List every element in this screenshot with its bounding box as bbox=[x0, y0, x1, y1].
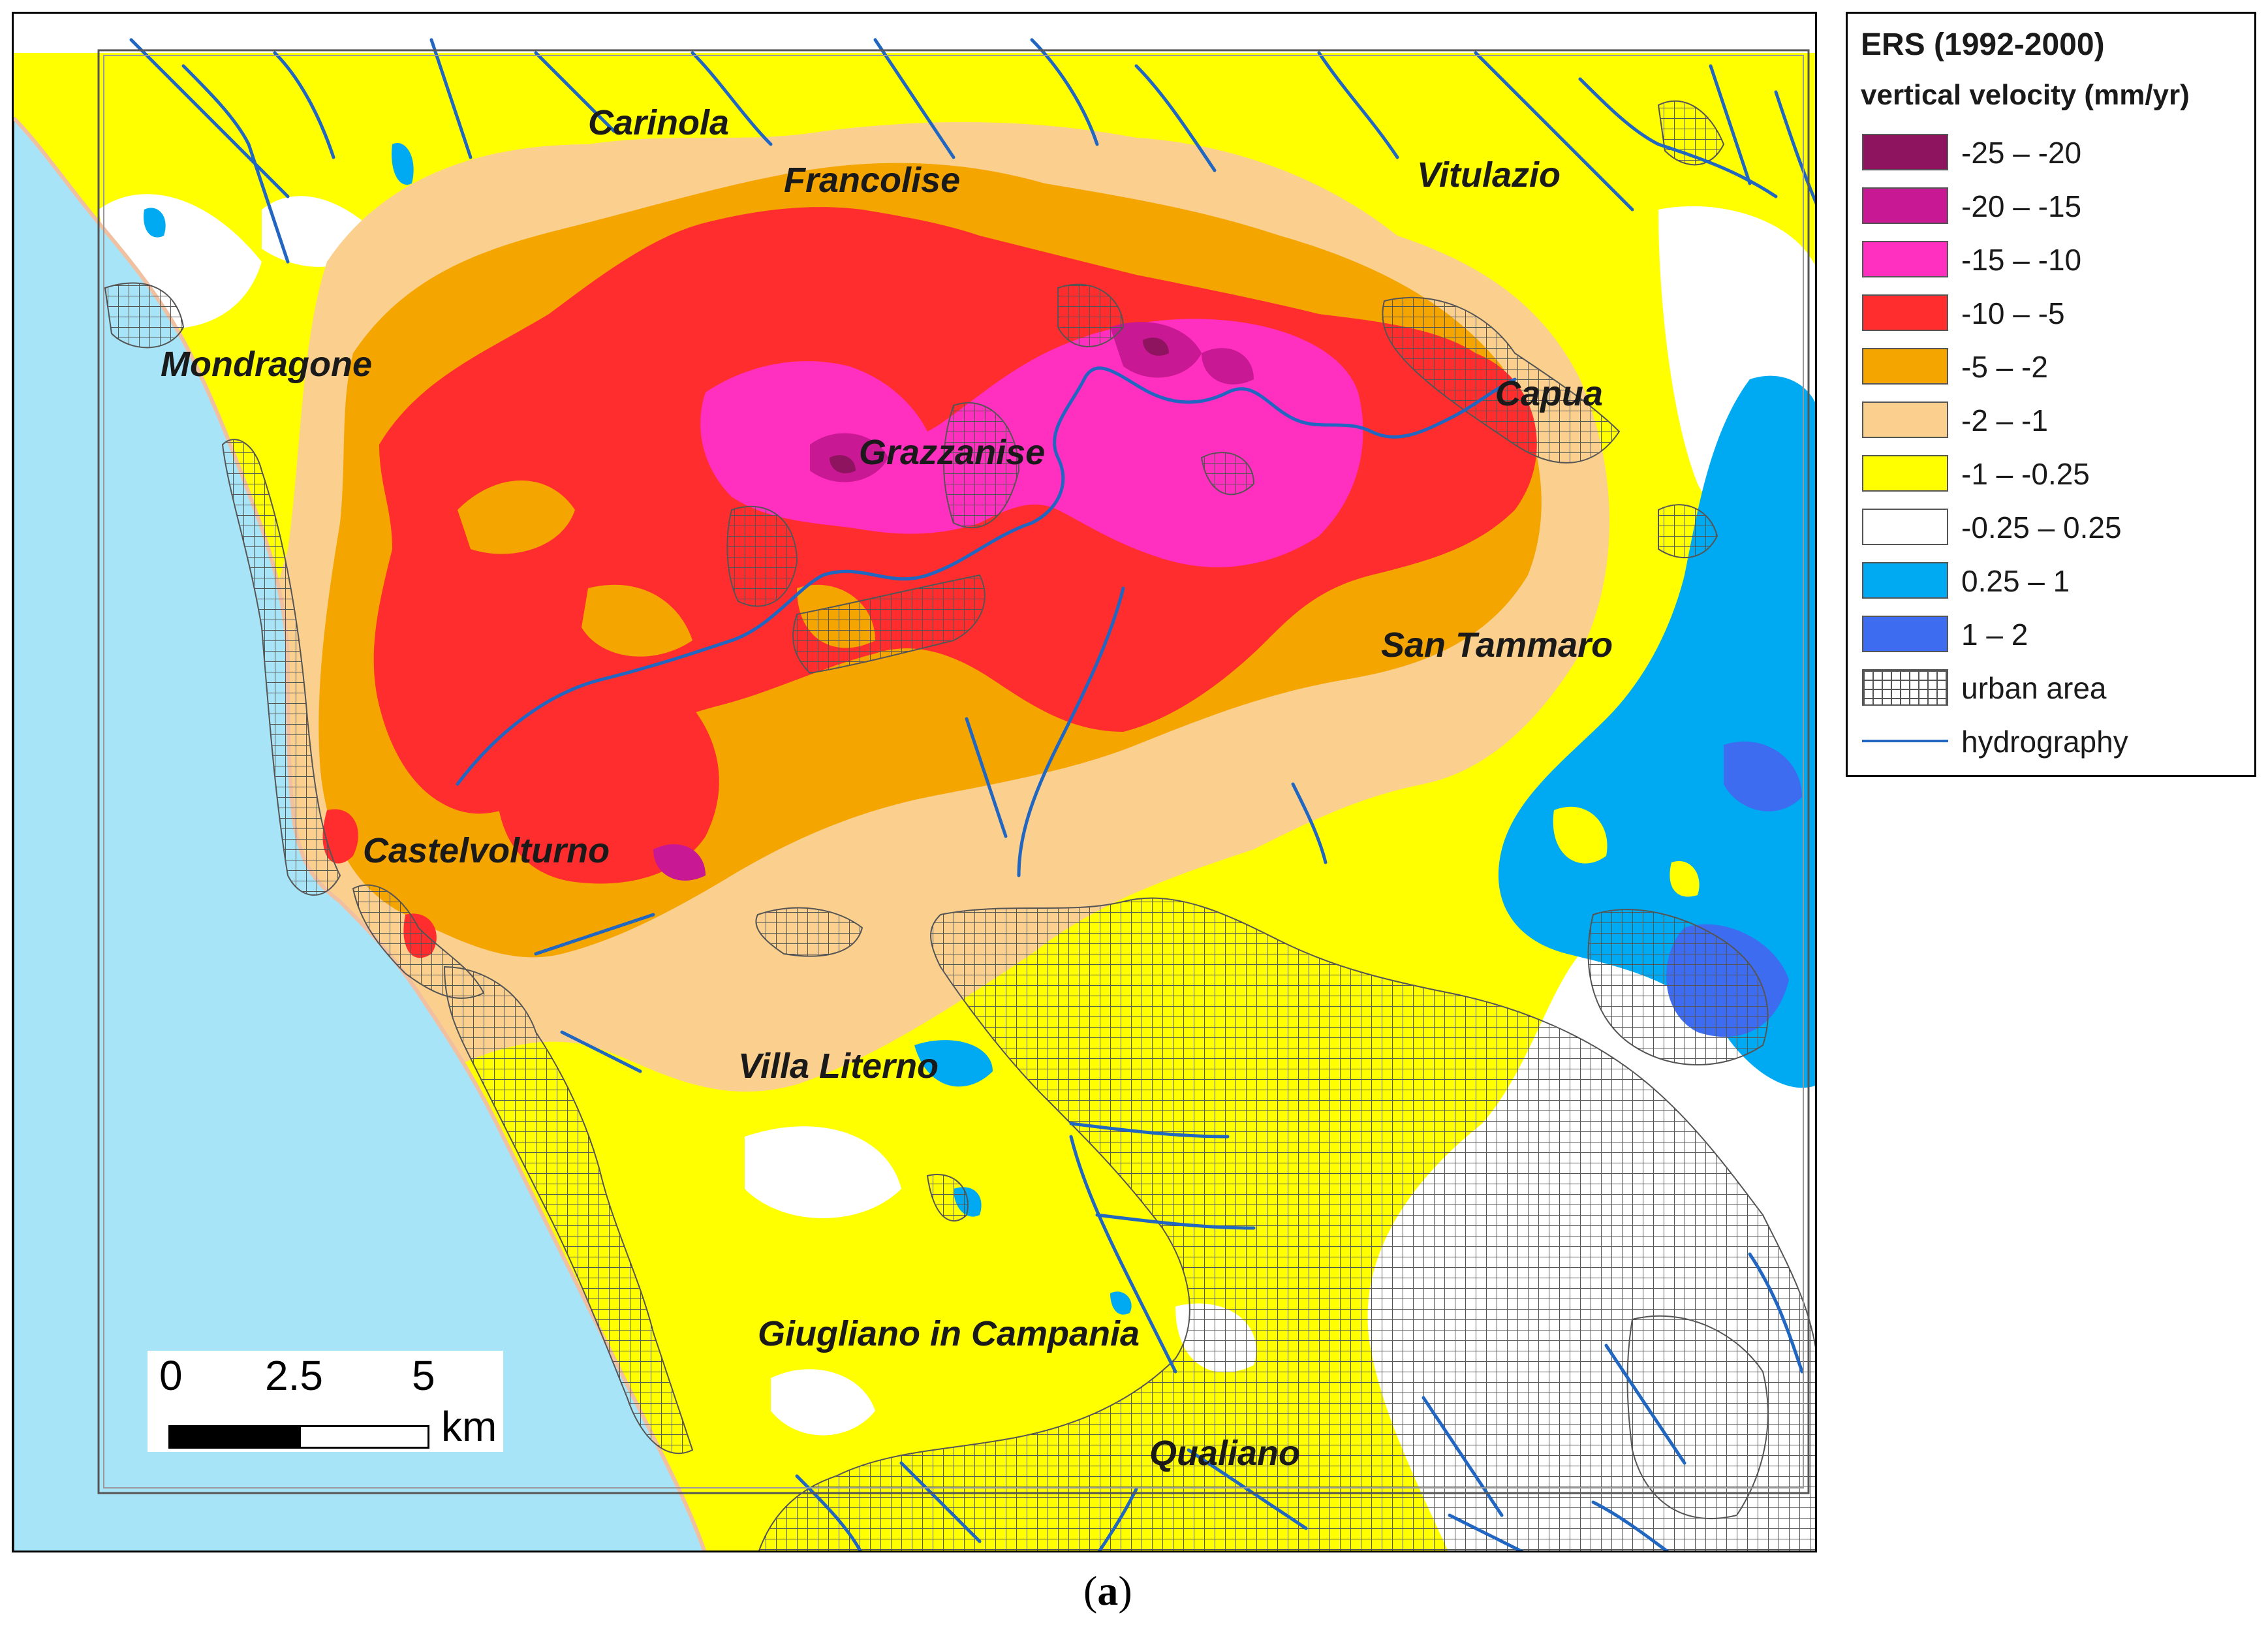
legend-swatch bbox=[1862, 187, 1948, 224]
town-label-francolise: Francolise bbox=[784, 161, 961, 200]
legend-label: hydrography bbox=[1961, 725, 2128, 759]
legend-label: -5 – -2 bbox=[1961, 350, 2048, 384]
scalebar-tick-2-5: 2.5 bbox=[265, 1352, 323, 1399]
town-label-qualiano: Qualiano bbox=[1149, 1434, 1301, 1473]
scalebar-segment-black bbox=[168, 1425, 299, 1449]
town-label-castelvolturno: Castelvolturno bbox=[363, 831, 610, 870]
legend-swatch bbox=[1862, 616, 1948, 652]
legend-swatch bbox=[1862, 740, 1948, 742]
legend-swatch bbox=[1862, 669, 1948, 706]
legend-subtitle: vertical velocity (mm/yr) bbox=[1861, 79, 2190, 111]
legend-item: -0.25 – 0.25 bbox=[1862, 505, 2247, 548]
legend-item: 1 – 2 bbox=[1862, 612, 2247, 655]
town-label-san-tammaro: San Tammaro bbox=[1381, 625, 1613, 665]
hydrography bbox=[129, 38, 1815, 1551]
red-lobe-sw bbox=[497, 671, 719, 884]
map-panel: Carinola Francolise Vitulazio Mondragone… bbox=[12, 12, 1817, 1552]
legend-item: -2 – -1 bbox=[1862, 398, 2247, 441]
legend-label: -2 – -1 bbox=[1961, 403, 2048, 437]
legend-item: -25 – -20 bbox=[1862, 130, 2247, 173]
town-label-villa-literno: Villa Literno bbox=[738, 1047, 939, 1086]
caption-open: ( bbox=[1083, 1567, 1098, 1614]
legend-label: -15 – -10 bbox=[1961, 243, 2082, 277]
legend-swatch bbox=[1862, 509, 1948, 545]
legend-label: -25 – -20 bbox=[1961, 136, 2082, 170]
legend: ERS (1992-2000) vertical velocity (mm/yr… bbox=[1846, 12, 2256, 777]
scalebar-tick-5: 5 bbox=[412, 1352, 435, 1399]
legend-swatch bbox=[1862, 134, 1948, 170]
caption-letter: a bbox=[1097, 1567, 1119, 1614]
legend-item: urban area bbox=[1862, 665, 2247, 708]
legend-label: -0.25 – 0.25 bbox=[1961, 511, 2122, 544]
legend-swatch bbox=[1862, 455, 1948, 492]
legend-swatch bbox=[1862, 348, 1948, 385]
legend-label: 1 – 2 bbox=[1961, 618, 2028, 652]
velocity-map bbox=[14, 14, 1815, 1551]
legend-item: -20 – -15 bbox=[1862, 183, 2247, 227]
town-label-mondragone: Mondragone bbox=[161, 345, 372, 384]
blue-zone-east-2 bbox=[1724, 741, 1802, 811]
town-label-giugliano-in-campania: Giugliano in Campania bbox=[758, 1314, 1140, 1353]
legend-item: hydrography bbox=[1862, 719, 2247, 762]
darkest-zone bbox=[830, 338, 1169, 473]
legend-item: -15 – -10 bbox=[1862, 237, 2247, 280]
legend-item: 0.25 – 1 bbox=[1862, 558, 2247, 601]
study-area-outline-inner bbox=[103, 55, 1804, 1488]
legend-item: -1 – -0.25 bbox=[1862, 451, 2247, 494]
legend-label: -10 – -5 bbox=[1961, 296, 2065, 330]
town-label-carinola: Carinola bbox=[588, 103, 730, 142]
scalebar-unit: km bbox=[441, 1403, 497, 1450]
legend-label: 0.25 – 1 bbox=[1961, 564, 2070, 598]
legend-item: -5 – -2 bbox=[1862, 344, 2247, 387]
legend-swatch bbox=[1862, 562, 1948, 599]
scalebar-segment-white bbox=[299, 1425, 429, 1449]
town-label-vitulazio: Vitulazio bbox=[1417, 155, 1561, 195]
town-label-capua: Capua bbox=[1495, 374, 1604, 413]
caption-close: ) bbox=[1118, 1567, 1132, 1614]
figure-caption: (a) bbox=[1083, 1567, 1132, 1615]
town-label-grazzanise: Grazzanise bbox=[859, 433, 1046, 472]
urban-areas bbox=[104, 100, 1815, 1551]
legend-item: -10 – -5 bbox=[1862, 291, 2247, 334]
magenta-zone bbox=[700, 319, 1363, 567]
study-area-outline bbox=[97, 49, 1810, 1494]
legend-swatch bbox=[1862, 241, 1948, 277]
scalebar-tick-0: 0 bbox=[159, 1352, 183, 1399]
scalebar: 0 2.5 5 km bbox=[148, 1351, 503, 1452]
legend-label: urban area bbox=[1961, 671, 2107, 705]
legend-label: -20 – -15 bbox=[1961, 189, 2082, 223]
legend-label: -1 – -0.25 bbox=[1961, 457, 2090, 491]
legend-swatch bbox=[1862, 294, 1948, 331]
legend-title: ERS (1992-2000) bbox=[1861, 27, 2105, 62]
yellow-holes bbox=[1553, 806, 1700, 897]
legend-swatch bbox=[1862, 402, 1948, 438]
cyan-zone-east bbox=[1498, 375, 1815, 1088]
